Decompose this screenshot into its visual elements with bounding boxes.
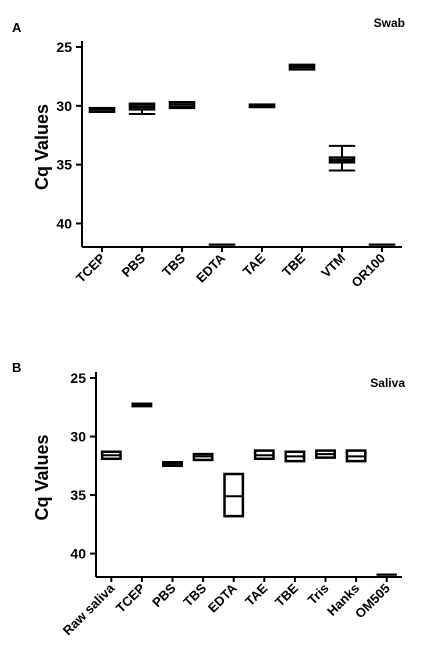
x-tick-label: EDTA [205, 580, 240, 615]
x-tick-label: TBS [159, 250, 188, 279]
y-tick-label: 40 [70, 546, 86, 562]
y-tick-label: 35 [70, 487, 86, 503]
y-tick-label: 25 [56, 39, 72, 55]
x-tick-label: TCEP [113, 580, 148, 615]
x-tick-label: TAE [240, 250, 269, 279]
y-tick-label: 40 [56, 215, 72, 231]
x-tick-label: VTM [318, 251, 348, 281]
y-axis-label: Cq Values [32, 104, 52, 190]
x-tick-label: Raw saliva [60, 580, 118, 638]
y-tick-label: 25 [70, 370, 86, 386]
y-axis-label: Cq Values [32, 434, 52, 520]
x-tick-label: EDTA [193, 250, 228, 285]
x-tick-label: OR100 [348, 251, 388, 291]
x-tick-label: PBS [149, 580, 179, 610]
panel-annotation: Saliva [370, 376, 405, 390]
box [223, 472, 245, 518]
x-tick-label: TBE [279, 250, 308, 279]
x-tick-label: PBS [119, 250, 149, 280]
y-tick-label: 30 [70, 429, 86, 445]
x-tick-label: TBE [272, 580, 301, 609]
panel-annotation: Swab [374, 16, 405, 30]
x-tick-label: TAE [242, 580, 271, 609]
y-tick-label: 30 [56, 98, 72, 114]
y-tick-label: 35 [56, 157, 72, 173]
panel-label: B [12, 360, 21, 375]
x-tick-label: OM505 [352, 581, 393, 622]
panel-label: A [12, 20, 22, 35]
x-tick-label: TCEP [73, 250, 108, 285]
